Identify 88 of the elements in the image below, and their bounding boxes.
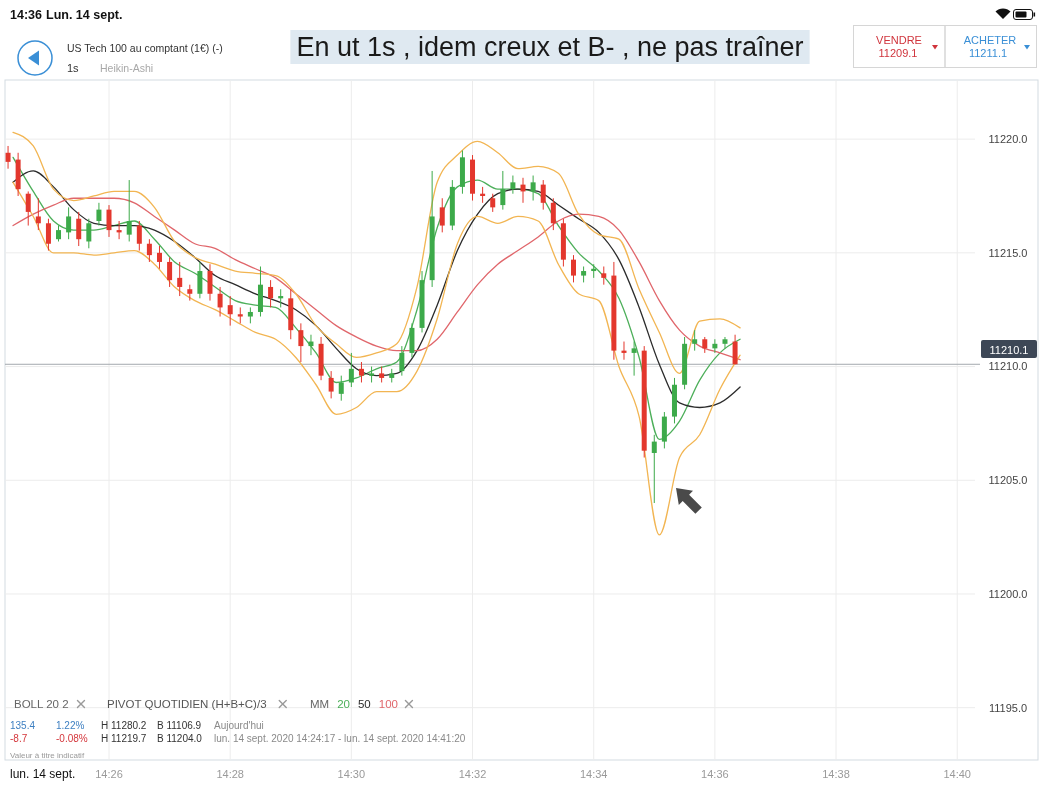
candlestick: [621, 341, 627, 361]
x-tick-label: 14:26: [95, 768, 123, 780]
candlestick: [116, 220, 122, 240]
text: 11211.1: [968, 47, 1008, 59]
candlestick: [510, 175, 516, 195]
candlestick: [86, 218, 92, 249]
y-tick-label: 11220.0: [988, 132, 1028, 145]
annotation: Valeur à titre indicatif: [10, 751, 85, 760]
candlestick: [651, 434, 657, 504]
candlestick: [631, 341, 637, 377]
annotation: BOLL 20 2: [14, 698, 69, 710]
candlestick: [490, 193, 496, 213]
x-tick-label: 14:36: [701, 768, 729, 780]
candlestick: [177, 261, 183, 297]
candlestick: [571, 254, 576, 283]
candlestick: [25, 190, 31, 227]
candlestick: [348, 352, 354, 388]
x-tick-label: 14:38: [822, 768, 850, 780]
text: lun. 14 sept.: [10, 767, 76, 781]
candlestick: [550, 197, 556, 231]
annotation: B 11204.0: [157, 733, 203, 744]
candlestick: [76, 211, 82, 247]
annotation: Aujourd'hui: [214, 720, 264, 731]
text: ACHETER: [963, 34, 1017, 46]
text: 100: [378, 698, 398, 710]
x-tick-label: 14:30: [337, 768, 366, 780]
candlestick: [207, 263, 213, 302]
candlestick: [530, 175, 536, 202]
candlestick: [5, 145, 11, 170]
line-series: [12, 131, 741, 375]
y-tick-label: 11210.0: [988, 360, 1028, 373]
text: 11209.1: [878, 47, 918, 59]
text: Heikin-Ashi: [100, 62, 154, 74]
candlestick: [106, 204, 112, 238]
x-tick-label: 14:28: [216, 768, 244, 780]
line-series: [12, 156, 741, 440]
y-tick-label: 11195.0: [988, 701, 1028, 714]
candlestick: [399, 345, 405, 377]
annotation: lun. 14 sept. 2020 14:24:17 - lun. 14 sept. 2020 14:41:20: [214, 733, 466, 744]
text: 20: [337, 698, 350, 710]
x-tick-label: 14:40: [943, 768, 971, 780]
candlestick: [732, 334, 738, 365]
candlestick: [439, 197, 445, 233]
candlestick: [500, 170, 506, 211]
candlestick: [358, 361, 364, 383]
candlestick: [156, 245, 162, 270]
x-tick-label: 14:32: [458, 768, 487, 780]
candlestick: [35, 197, 41, 231]
annotation: H 11280.2: [101, 720, 147, 731]
text: VENDRE: [876, 34, 922, 46]
x-tick-label: 14:34: [579, 768, 608, 780]
annotation: -0.08%: [56, 733, 88, 744]
line-series: [12, 197, 741, 361]
y-tick-label: 11205.0: [988, 474, 1028, 487]
candlestick: [268, 279, 274, 308]
candlestick: [692, 329, 698, 352]
text: 14:36: [10, 8, 43, 22]
annotation: -8.7: [10, 733, 28, 744]
annotation: 1.22%: [56, 720, 85, 731]
candlestick: [96, 202, 102, 227]
annotation: 11210.1: [989, 343, 1029, 356]
candlestick: [601, 265, 607, 286]
candlestick: [328, 370, 334, 399]
candlestick: [540, 179, 546, 211]
candlestick: [45, 218, 51, 252]
annotation: 135.4: [10, 720, 36, 731]
annotation: B 11106.9: [157, 720, 202, 731]
annotation: PIVOT QUOTIDIEN (H+B+C)/3: [107, 698, 267, 710]
candlestick: [338, 375, 344, 402]
candlestick: [136, 220, 142, 252]
candlestick: [722, 336, 728, 349]
candlestick: [126, 179, 132, 242]
text: Lun. 14 sept.: [46, 8, 123, 22]
legend-title: MM: [310, 698, 330, 710]
candlestick: [146, 238, 152, 263]
candlestick: [298, 322, 304, 363]
candlestick: [278, 288, 284, 308]
candlestick: [217, 286, 223, 318]
candlestick: [66, 206, 72, 240]
candlestick: [227, 295, 233, 327]
annotation: H 11219.7: [101, 733, 147, 744]
candlestick: [167, 256, 173, 288]
text: 50: [357, 698, 371, 710]
y-tick-label: 11215.0: [988, 246, 1028, 259]
candlestick: [197, 261, 203, 299]
y-tick-label: 11200.0: [988, 587, 1028, 600]
text: 1s: [67, 62, 80, 74]
chart-subtitle: US Tech 100 au comptant (1€) (-): [67, 42, 223, 54]
